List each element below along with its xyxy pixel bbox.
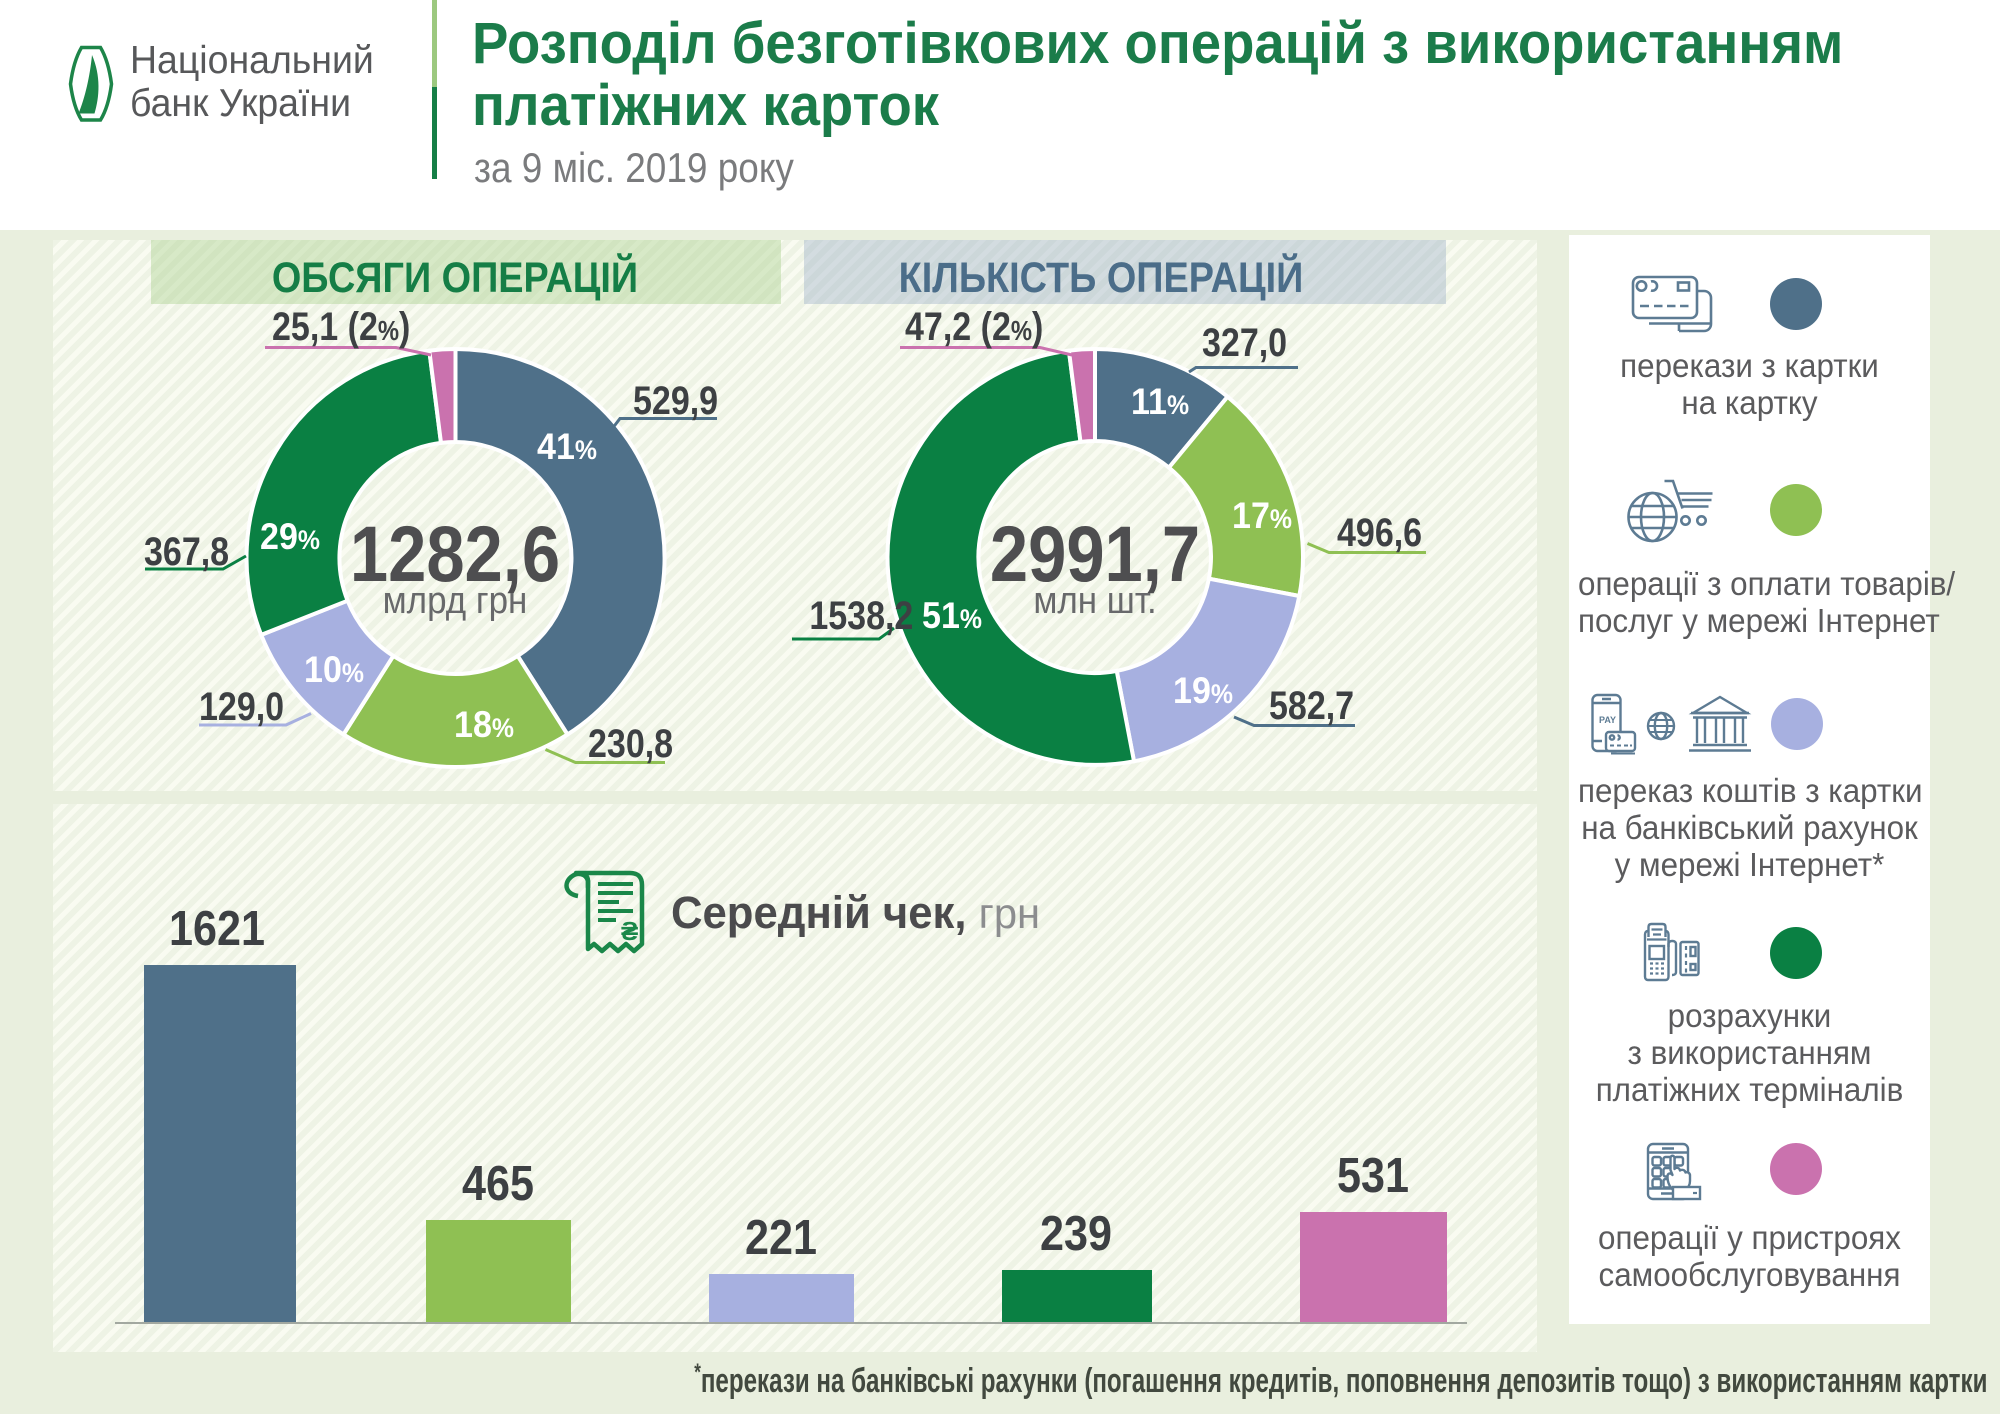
svg-text:₴: ₴ bbox=[621, 916, 638, 946]
svg-text:PAY: PAY bbox=[1599, 715, 1616, 725]
